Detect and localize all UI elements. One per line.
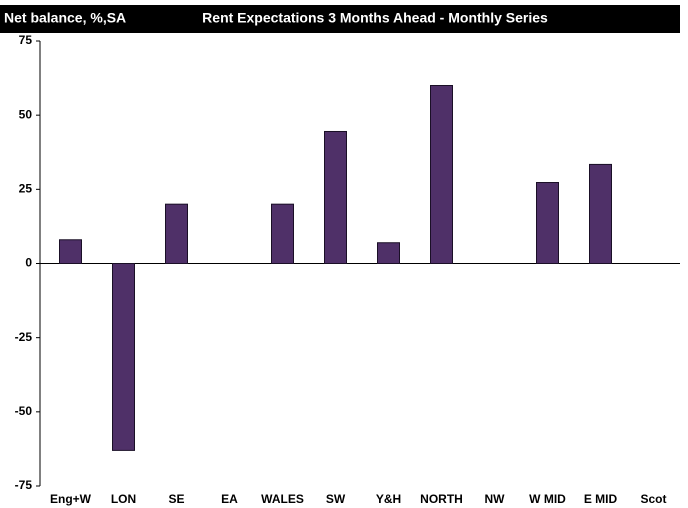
x-tick-label: NW [485,492,506,506]
y-tick-label: -25 [15,330,33,344]
bar [430,85,453,264]
bar [536,182,559,264]
x-tick-label: Y&H [376,492,401,506]
x-tick-label: LON [111,492,136,506]
bar [112,263,135,451]
chart-title: Rent Expectations 3 Months Ahead - Month… [202,10,548,26]
y-tick-label: -50 [15,404,33,418]
x-tick-label: W MID [529,492,566,506]
x-tick-label: Scot [640,492,666,506]
y-tick-label: -75 [15,478,33,492]
x-tick-label: SW [326,492,346,506]
bar [165,203,188,265]
x-tick-label: SE [168,492,184,506]
y-tick-label: 0 [25,256,32,270]
bar [324,130,347,264]
x-tick-label: WALES [261,492,304,506]
bar [59,239,82,264]
x-tick-label: NORTH [420,492,463,506]
y-tick-label: 50 [19,107,33,121]
bar [271,203,294,265]
y-tick-label: 75 [19,33,33,47]
x-tick-label: E MID [584,492,618,506]
bar [589,163,612,264]
x-tick-label: Eng+W [50,492,92,506]
x-tick-label: EA [221,492,238,506]
bar [377,242,400,265]
y-tick-label: 25 [19,182,33,196]
header-bar [0,5,680,33]
y-axis-label: Net balance, %,SA [4,10,126,26]
